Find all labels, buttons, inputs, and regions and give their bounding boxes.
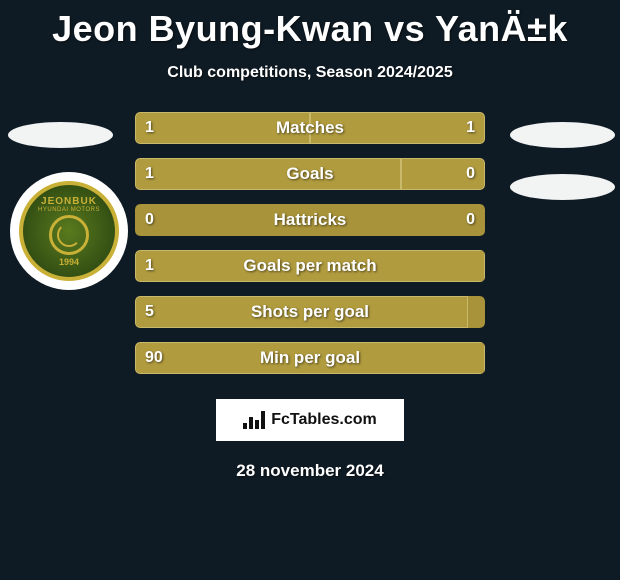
jeonbuk-badge-icon: JEONBUK HYUNDAI MOTORS 1994	[19, 181, 119, 281]
attribution-text: FcTables.com	[271, 411, 377, 429]
badge-mid-text: HYUNDAI MOTORS	[38, 207, 100, 213]
stat-row: 1Goals per match	[135, 250, 485, 282]
bar-left-fill	[135, 342, 485, 374]
player-left-placeholder	[8, 122, 113, 148]
page-title: Jeon Byung-Kwan vs YanÄ±k	[0, 0, 620, 50]
bar-track	[135, 204, 485, 236]
bars-container: 11Matches 10Goals 00Hattricks 1Goals per ma…	[135, 112, 485, 388]
bar-left-fill	[135, 296, 468, 328]
bar-chart-icon	[243, 411, 265, 429]
stat-row: 5Shots per goal	[135, 296, 485, 328]
subtitle: Club competitions, Season 2024/2025	[0, 64, 620, 82]
club-right-placeholder	[510, 174, 615, 200]
stat-row: 11Matches	[135, 112, 485, 144]
attribution-box: FcTables.com	[214, 397, 406, 443]
player-right-placeholder	[510, 122, 615, 148]
comparison-chart: JEONBUK HYUNDAI MOTORS 1994 11Matches 10G…	[0, 112, 620, 387]
badge-year: 1994	[59, 257, 79, 267]
bar-right-fill	[310, 112, 485, 144]
badge-swirl-icon	[49, 215, 89, 255]
stat-row: 90Min per goal	[135, 342, 485, 374]
stat-row: 10Goals	[135, 158, 485, 190]
club-left-badge: JEONBUK HYUNDAI MOTORS 1994	[10, 172, 128, 290]
bar-right-fill	[401, 158, 485, 190]
bar-left-fill	[135, 250, 485, 282]
bar-left-fill	[135, 112, 310, 144]
stat-row: 00Hattricks	[135, 204, 485, 236]
date-text: 28 november 2024	[0, 461, 620, 481]
badge-top-text: JEONBUK	[41, 196, 97, 207]
bar-left-fill	[135, 158, 401, 190]
